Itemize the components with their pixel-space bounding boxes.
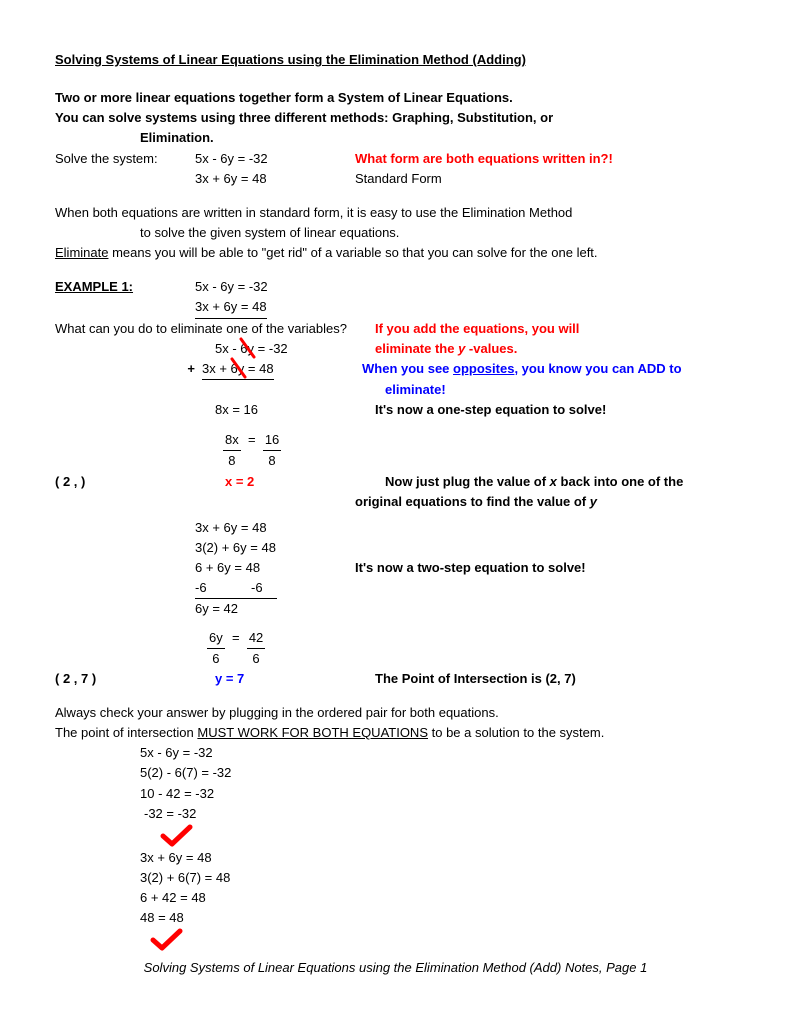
solve-row-2: 3x + 6y = 48 Standard Form	[55, 169, 736, 189]
ordered-pair-x: ( 2 , )	[55, 472, 195, 492]
ordered-pair-final: ( 2 , 7 )	[55, 669, 195, 689]
example1-row-2: 3x + 6y = 48	[55, 297, 736, 318]
form-answer: Standard Form	[355, 169, 736, 189]
equation-2: 3x + 6y = 48	[195, 169, 355, 189]
opposites-note: When you see opposites, you know you can…	[362, 359, 736, 380]
check-note-1: Always check your answer by plugging in …	[55, 703, 736, 723]
eliminate-question-row: What can you do to eliminate one of the …	[55, 319, 736, 339]
fraction-8x-8: 8x8	[223, 430, 241, 471]
sub-step-1: 3x + 6y = 48	[195, 518, 355, 538]
x-solution: x = 2	[195, 472, 385, 492]
point-of-intersection: The Point of Intersection is (2, 7)	[375, 669, 736, 689]
intro-line-2: You can solve systems using three differ…	[55, 108, 736, 128]
fraction-16-8: 168	[263, 430, 281, 471]
check-right-column: 3x + 6y = 48 3(2) + 6(7) = 48 6 + 42 = 4…	[140, 848, 440, 953]
plug-note-2: original equations to find the value of …	[355, 492, 736, 512]
sub-step-4: -6-6	[195, 578, 355, 599]
eliminate-definition: Eliminate means you will be able to "get…	[55, 243, 736, 263]
ex1-equation-2: 3x + 6y = 48	[195, 297, 267, 318]
one-step-note: It's now a one-step equation to solve!	[375, 400, 736, 420]
checkmark-icon	[160, 824, 194, 848]
division-1-row: 8x8 = 168	[55, 430, 736, 471]
check-work-block: 5x - 6y = -32 5(2) - 6(7) = -32 10 - 42 …	[55, 743, 736, 952]
check-l4: -32 = -32	[140, 804, 440, 824]
fraction-6y-6: 6y6	[207, 628, 225, 669]
eliminate-question: What can you do to eliminate one of the …	[55, 319, 355, 339]
plug-note-1: Now just plug the value of x back into o…	[385, 472, 736, 492]
sum-row: 8x = 16 It's now a one-step equation to …	[55, 400, 736, 420]
example1-row-1: EXAMPLE 1: 5x - 6y = -32	[55, 277, 736, 297]
check-r2: 3(2) + 6(7) = 48	[140, 868, 440, 888]
y-solution-row: ( 2 , 7 ) y = 7 The Point of Intersectio…	[55, 669, 736, 689]
add-note-1: If you add the equations, you will	[355, 319, 736, 339]
two-step-note: It's now a two-step equation to solve!	[355, 558, 736, 578]
example1-label: EXAMPLE 1:	[55, 277, 195, 297]
sub-step-5: 6y = 42	[195, 599, 355, 619]
eliminate-word: Eliminate	[55, 245, 108, 260]
opposites-note-2-row: eliminate!	[55, 380, 736, 400]
form-question: What form are both equations written in?…	[355, 149, 736, 169]
intro-line-1: Two or more linear equations together fo…	[55, 88, 736, 108]
add-eq-1: 5x - 6y = -32	[215, 341, 288, 356]
plus-sign: +	[187, 361, 195, 376]
page-footer: Solving Systems of Linear Equations usin…	[55, 958, 736, 978]
y-solution: y = 7	[195, 669, 375, 689]
check-r4: 48 = 48	[140, 908, 440, 928]
x-solution-row: ( 2 , ) x = 2 Now just plug the value of…	[55, 472, 736, 492]
sub-step-3: 6 + 6y = 48	[195, 558, 355, 578]
division-2-row: 6y6 = 426	[55, 628, 736, 669]
add-eq-2: 3x + 6y = 48	[202, 359, 274, 380]
equation-1: 5x - 6y = -32	[195, 149, 355, 169]
std-form-note-2: to solve the given system of linear equa…	[55, 223, 736, 243]
check-l2: 5(2) - 6(7) = -32	[140, 763, 440, 783]
checkmark-icon	[150, 928, 184, 952]
std-form-note-1: When both equations are written in stand…	[55, 203, 736, 223]
ex1-equation-1: 5x - 6y = -32	[195, 277, 355, 297]
check-l1: 5x - 6y = -32	[140, 743, 440, 763]
sub-step-2: 3(2) + 6y = 48	[195, 538, 355, 558]
check-l3: 10 - 42 = -32	[140, 784, 440, 804]
page-title: Solving Systems of Linear Equations usin…	[55, 50, 736, 70]
opposites-note-2: eliminate!	[355, 380, 736, 400]
add-line-2-row: + 3x + 6y = 48 When you see opposites, y…	[55, 359, 736, 380]
plug-note-2-row: original equations to find the value of …	[55, 492, 736, 512]
check-note-2: The point of intersection MUST WORK FOR …	[55, 723, 736, 743]
check-r3: 6 + 42 = 48	[140, 888, 440, 908]
solve-label: Solve the system:	[55, 149, 195, 169]
check-r1: 3x + 6y = 48	[140, 848, 440, 868]
solve-row-1: Solve the system: 5x - 6y = -32 What for…	[55, 149, 736, 169]
add-note-2: eliminate the y -values.	[375, 339, 736, 359]
fraction-42-6: 426	[247, 628, 265, 669]
add-line-1-row: 5x - 6y = -32 eliminate the y -values.	[55, 339, 736, 359]
check-left-column: 5x - 6y = -32 5(2) - 6(7) = -32 10 - 42 …	[140, 743, 440, 848]
intro-line-2b: Elimination.	[55, 128, 736, 148]
sum-equation: 8x = 16	[195, 400, 375, 420]
